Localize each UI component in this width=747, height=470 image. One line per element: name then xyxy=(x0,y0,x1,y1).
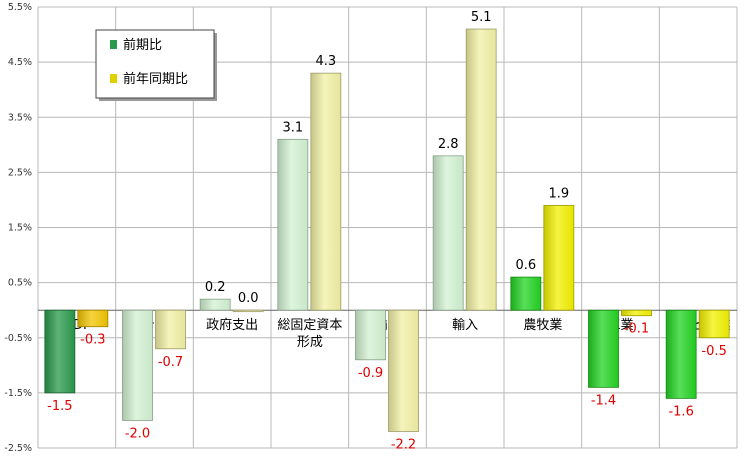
legend-label: 前期比 xyxy=(123,37,162,53)
legend-swatch xyxy=(110,40,117,49)
data-label: 0.6 xyxy=(515,258,536,273)
y-tick-label: 2.5% xyxy=(8,167,32,178)
data-label: -0.3 xyxy=(80,333,105,348)
bar-qoq xyxy=(199,298,231,311)
data-labels: -1.5 -2.0 0.2 3.1 -0.9 2.8 0.6 -1.4 -1.6 -0.3 -0.7… xyxy=(47,10,727,452)
bar-qoq xyxy=(510,276,542,311)
y-tick-label: 1.5% xyxy=(8,223,32,234)
category-label: 農牧業 xyxy=(523,317,562,333)
data-label: 4.3 xyxy=(315,54,336,69)
bar-yoy xyxy=(465,28,497,311)
bar-yoy xyxy=(543,205,575,311)
category-label: 輸入 xyxy=(452,318,478,333)
data-label: 1.9 xyxy=(548,186,569,201)
bar-qoq xyxy=(355,309,386,361)
bar-qoq xyxy=(44,309,76,394)
bar-qoq xyxy=(588,309,619,388)
bar-yoy xyxy=(698,309,730,339)
y-tick-label: -0.5% xyxy=(4,333,32,344)
bar-qoq xyxy=(665,309,697,399)
data-label: -1.5 xyxy=(47,399,72,414)
bar-qoq xyxy=(432,155,464,311)
y-tick-label: -1.5% xyxy=(4,388,32,399)
data-label: -1.4 xyxy=(591,393,616,408)
bar-qoq xyxy=(277,138,309,311)
bar-yoy xyxy=(77,309,109,328)
data-label: 0.2 xyxy=(205,280,226,295)
bar-yoy xyxy=(155,309,186,350)
data-label: -1.6 xyxy=(668,404,693,419)
legend-swatch xyxy=(110,74,117,83)
data-label: -0.5 xyxy=(701,344,726,359)
bar-yoy xyxy=(310,72,342,311)
bars xyxy=(44,28,730,432)
data-label: -2.0 xyxy=(125,426,150,441)
bar-yoy xyxy=(388,309,419,432)
data-label: -2.2 xyxy=(391,437,416,452)
bar-qoq xyxy=(122,309,153,421)
y-tick-label: 3.5% xyxy=(8,112,32,123)
category-label: 政府支出 xyxy=(206,318,258,333)
y-tick-label: 5.5% xyxy=(8,2,32,13)
y-tick-label: 0.5% xyxy=(8,278,32,289)
data-label: -0.9 xyxy=(358,366,383,381)
y-tick-label: 4.5% xyxy=(8,57,32,68)
bar-yoy xyxy=(232,309,264,313)
data-label: -0.7 xyxy=(158,355,183,370)
data-label: 5.1 xyxy=(471,10,492,25)
data-label: 2.8 xyxy=(438,137,459,152)
category-label: 総固定資本形成 xyxy=(277,318,342,350)
data-label: 0.0 xyxy=(238,291,259,306)
data-label: 3.1 xyxy=(282,120,303,135)
legend-label: 前年同期比 xyxy=(123,71,188,87)
y-tick-label: -2.5% xyxy=(4,443,32,454)
data-label: -0.1 xyxy=(624,322,649,337)
bar-yoy xyxy=(621,309,652,317)
